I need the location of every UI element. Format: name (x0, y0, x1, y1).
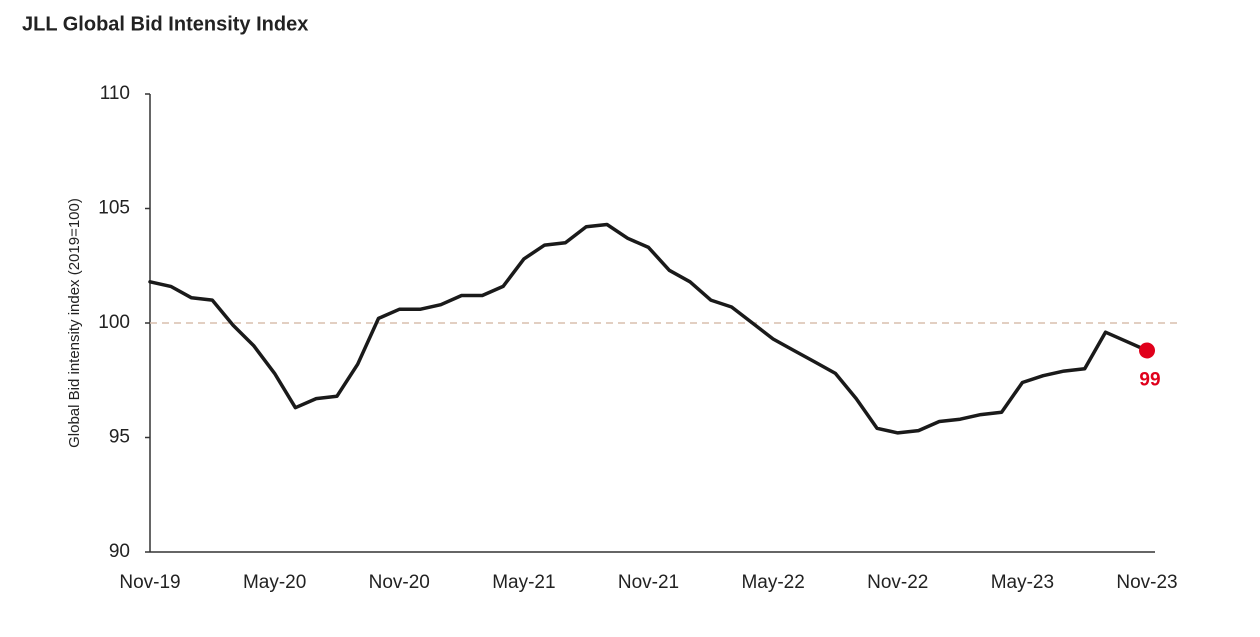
data-label: 99 (1139, 369, 1160, 390)
y-tick-label: 110 (100, 83, 130, 104)
x-tick-label: Nov-21 (618, 572, 679, 593)
y-tick-label: 100 (98, 312, 130, 333)
x-tick-label: May-22 (741, 572, 804, 593)
x-tick-label: Nov-19 (119, 572, 180, 593)
x-tick-label: May-21 (492, 572, 555, 593)
data-line (148, 222, 1149, 435)
y-tick-label: 95 (109, 427, 130, 448)
x-tick-label: May-23 (991, 572, 1054, 593)
y-tick-label: 90 (109, 541, 130, 562)
x-tick-label: May-20 (243, 572, 306, 593)
y-tick-label: 105 (98, 198, 130, 219)
x-tick-label: Nov-22 (867, 572, 928, 593)
chart-title: JLL Global Bid Intensity Index (22, 13, 308, 35)
highlight-point (1139, 342, 1155, 359)
x-tick-label: Nov-20 (369, 572, 430, 593)
y-axis-label: Global Bid intensity index (2019=100) (66, 198, 83, 448)
x-tick-label: Nov-23 (1116, 572, 1177, 593)
